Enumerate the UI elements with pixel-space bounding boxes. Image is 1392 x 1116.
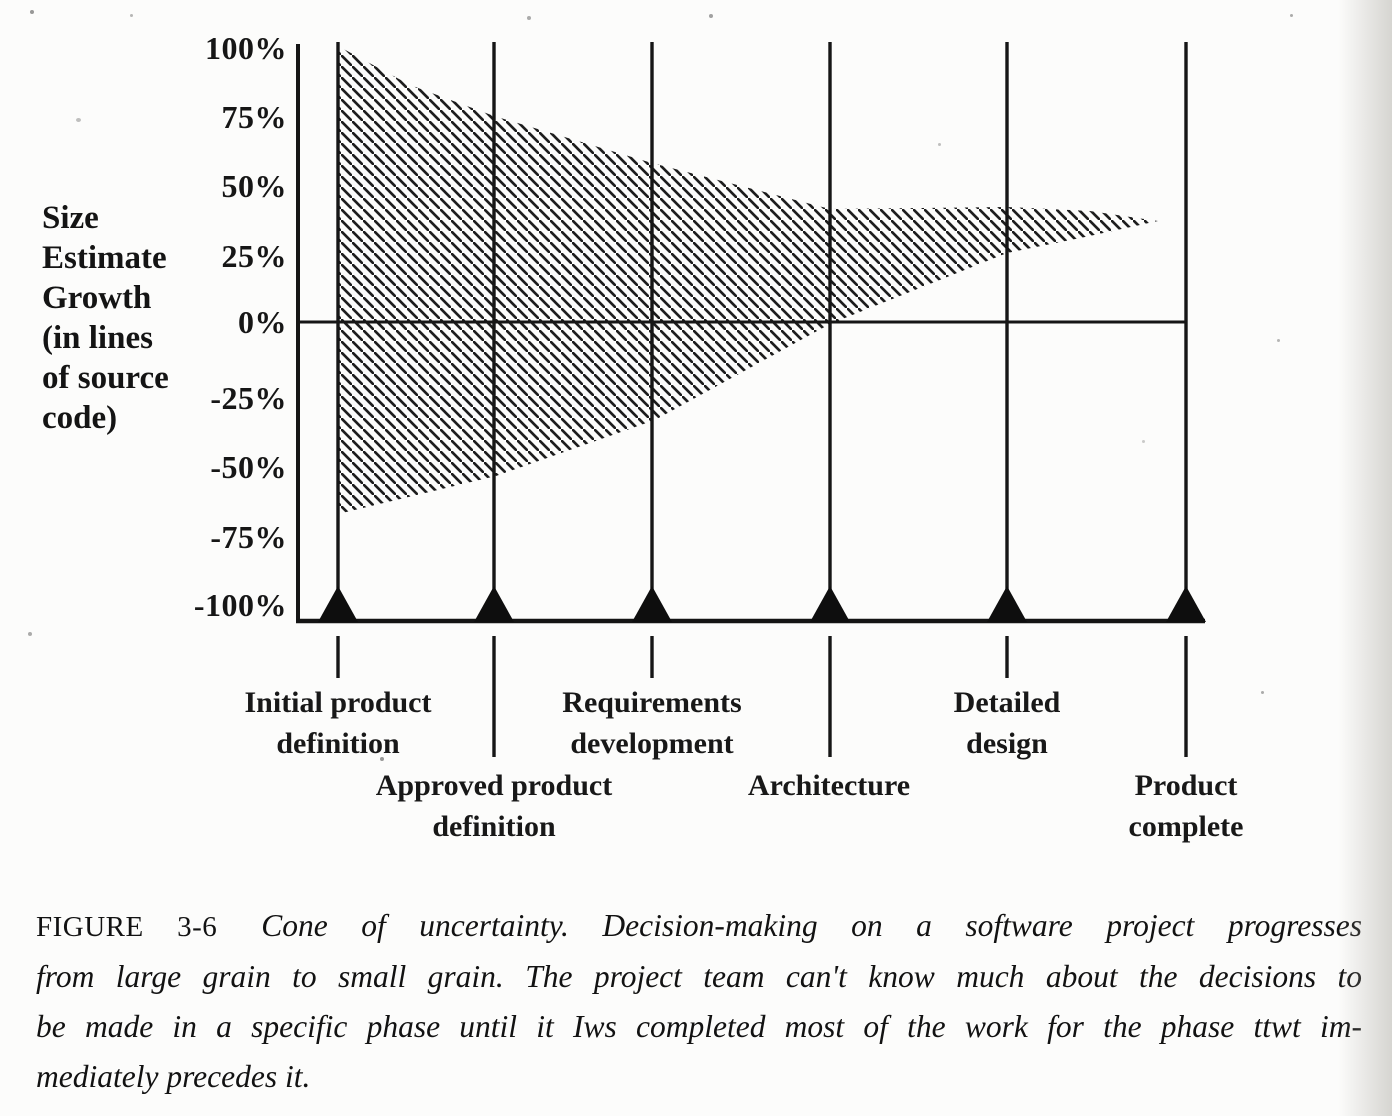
y-tick-label: -75% bbox=[210, 519, 287, 555]
milestone-marker bbox=[810, 586, 850, 622]
y-axis-title-line: of source bbox=[42, 360, 169, 396]
y-tick-label: 0% bbox=[238, 304, 287, 340]
cone-of-uncertainty-chart bbox=[296, 42, 1206, 757]
milestone-label-requirements-development: Requirements development bbox=[562, 686, 742, 760]
y-axis-title: Size Estimate Growth (in lines of source… bbox=[42, 198, 277, 438]
y-axis-title-line: code) bbox=[42, 400, 118, 436]
milestone-markers bbox=[318, 586, 1206, 622]
caption-line: from large grain to small grain. The pro… bbox=[36, 959, 1362, 994]
milestone-marker bbox=[318, 586, 358, 622]
y-tick-label: -50% bbox=[210, 449, 287, 485]
y-axis-title-line: Growth bbox=[42, 280, 152, 316]
y-axis-title-line: (in lines bbox=[42, 320, 153, 356]
caption-line: be made in a specific phase until it Iws… bbox=[36, 1009, 1362, 1044]
milestone-ticks bbox=[336, 636, 1188, 757]
milestone-label-detailed-design: Detailed design bbox=[953, 686, 1061, 760]
y-axis-title-line: Size bbox=[42, 200, 99, 236]
milestone-label-initial-product-definition: Initial product definition bbox=[244, 686, 432, 760]
uncertainty-cone-area bbox=[338, 46, 1158, 514]
milestone-marker bbox=[1166, 586, 1206, 622]
y-tick-label: 100% bbox=[205, 30, 287, 66]
caption-text: Cone of uncertainty. Decision-making on … bbox=[261, 908, 1362, 943]
y-tick-label: -100% bbox=[193, 587, 287, 623]
figure-caption: FIGURE 3-6 Cone of uncertainty. Decision-… bbox=[36, 901, 1362, 1102]
y-axis-title-line: Estimate bbox=[42, 240, 167, 276]
milestone-label-approved-product-definition: Approved product definition bbox=[375, 769, 613, 843]
caption-line: FIGURE 3-6 Cone of uncertainty. Decision-… bbox=[36, 901, 1362, 952]
y-tick-label: 25% bbox=[221, 238, 287, 274]
milestone-marker bbox=[474, 586, 514, 622]
milestone-marker bbox=[632, 586, 672, 622]
caption-line: mediately precedes it. bbox=[36, 1059, 311, 1094]
figure-number: FIGURE 3-6 bbox=[36, 911, 218, 943]
milestone-label-product-complete: Product complete bbox=[1128, 769, 1244, 843]
milestone-marker bbox=[987, 586, 1027, 622]
milestone-label-architecture: Architecture bbox=[747, 769, 911, 802]
y-tick-label: -25% bbox=[210, 380, 287, 416]
milestone-grid-lines bbox=[336, 42, 1188, 621]
y-tick-label: 50% bbox=[221, 168, 287, 204]
y-tick-label: 75% bbox=[221, 99, 287, 135]
